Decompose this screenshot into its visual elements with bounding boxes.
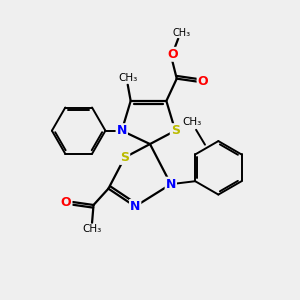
Text: O: O (167, 48, 178, 61)
Text: N: N (117, 124, 127, 137)
Text: N: N (130, 200, 140, 213)
Text: CH₃: CH₃ (118, 73, 137, 83)
Text: S: S (120, 151, 129, 164)
Text: S: S (171, 124, 180, 137)
Text: O: O (198, 75, 208, 88)
Text: N: N (166, 178, 176, 191)
Text: CH₃: CH₃ (182, 117, 201, 128)
Text: O: O (61, 196, 71, 208)
Text: CH₃: CH₃ (172, 28, 190, 38)
Text: CH₃: CH₃ (82, 224, 102, 234)
